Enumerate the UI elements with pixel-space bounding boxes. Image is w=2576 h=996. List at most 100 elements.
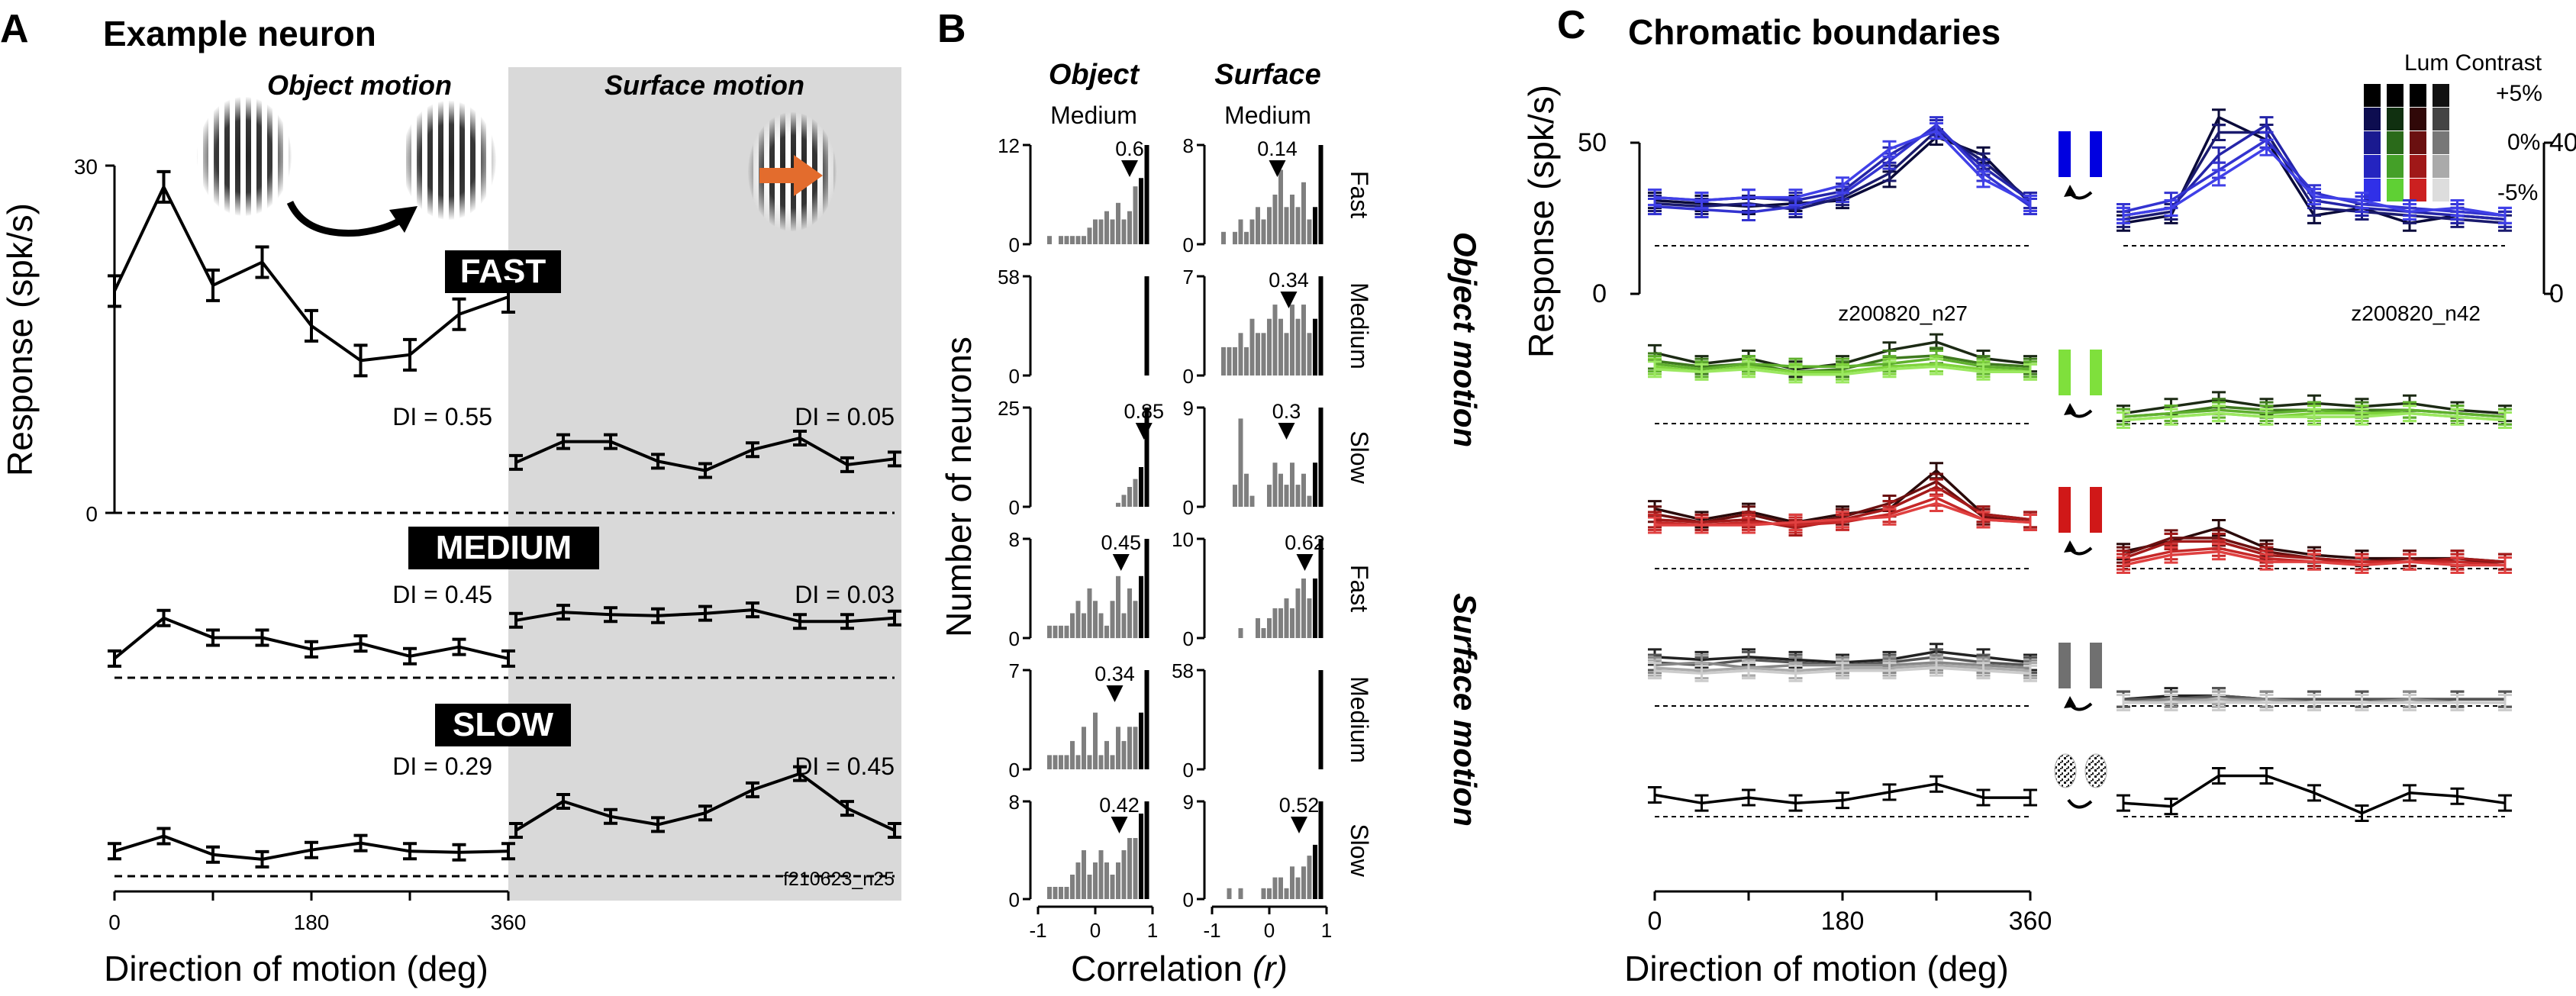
c-z200820_n27-blue-errbar-4: [1742, 189, 1755, 207]
hist-3-bar: [1249, 318, 1255, 376]
medium-di-object: DI = 0.45: [392, 581, 492, 608]
slow-object-errbar: [305, 840, 318, 859]
hist-9-ymax-label: 58: [1172, 659, 1194, 682]
fast-object-errbar: [403, 337, 417, 372]
hist-0-bar: [1110, 219, 1115, 244]
c-z200820_n42-red-errbar-4: [2307, 553, 2321, 571]
panel-b-histograms: 12 0 0.6 8 0 0.14 Fast 58 0 7 0 0.34 Medium 25 0 0.85 9 0…: [998, 134, 1373, 942]
hist-8-median-marker: [1106, 685, 1124, 702]
c-z200820_n42-pattern-errbar-0: [2212, 767, 2226, 785]
fast-object-errbar: [108, 274, 121, 308]
hist-6-median-label: 0.45: [1101, 531, 1141, 554]
hist-0-ymax-label: 12: [998, 134, 1020, 157]
hist-0-bar: [1059, 236, 1063, 244]
medium-surface-errbar: [556, 604, 570, 621]
c-z200820_n42-gray-errbar-4: [2117, 694, 2130, 712]
hist-10-bar: [1121, 850, 1127, 899]
hist-1-ymax-label: 8: [1183, 134, 1194, 157]
c-z200820_n27-pattern-errbar-0: [2023, 788, 2037, 807]
hist-7-ymax-label: 10: [1172, 528, 1194, 551]
hist-0-bar: [1070, 236, 1075, 244]
c-z200820_n27-gray-errbar-4: [1882, 662, 1897, 680]
hist-6-bar: [1059, 625, 1063, 639]
legend-swatch: [2364, 108, 2381, 131]
hist-0-bar: [1047, 236, 1052, 244]
panel-a-neuron-id: f210623_n25: [783, 869, 895, 890]
hist-0-bar: [1121, 219, 1127, 244]
hist-11-bar: [1318, 801, 1323, 899]
c-z200820_n42-gray-errbar-4: [2307, 694, 2321, 712]
hist-1-bar: [1278, 169, 1283, 244]
hist-1-bar: [1249, 219, 1255, 244]
hist-10-y0-label: 0: [1009, 888, 1020, 911]
hist-7-bar: [1272, 608, 1278, 638]
c-z200820_n27-blue-errbar-4: [1836, 176, 1849, 195]
hist-5-median-label: 0.3: [1272, 400, 1301, 423]
c-z200820_n27-blue-errbar-4: [1694, 192, 1709, 210]
c-z200820_n27-pattern-errbar-0: [1788, 794, 1803, 812]
fast-label: FAST: [460, 253, 546, 290]
hist-11-row-label: Slow: [1346, 824, 1373, 877]
hist-3-bar: [1272, 305, 1278, 376]
hist-1-bar: [1221, 231, 1226, 245]
hist-4-bar: [1139, 467, 1143, 507]
hist-11-bar: [1267, 888, 1272, 899]
panel-c-plots: [1648, 108, 2512, 823]
medium-surface-errbar: [651, 607, 665, 624]
hist-8-bar: [1059, 755, 1063, 769]
legend-title: Lum Contrast: [2404, 50, 2542, 76]
medium-object-errbar: [353, 634, 368, 653]
hist-10-xtick-label: 1: [1147, 919, 1158, 942]
hist-10-bar: [1047, 887, 1052, 899]
fast-object-errbar: [206, 268, 220, 302]
legend-swatch: [2410, 155, 2426, 178]
panel-c-xtick-label-180: 180: [1821, 907, 1865, 936]
panel-a: A Example neuron Object motion Surface m…: [0, 7, 901, 988]
hist-7-median-label: 0.62: [1285, 531, 1325, 554]
panel-a-xtick-label-0: 0: [108, 911, 121, 934]
panel-b: B Object Surface Medium Medium Number of…: [937, 7, 1483, 988]
hist-1-bar: [1295, 207, 1301, 245]
hist-7-bar: [1307, 598, 1312, 638]
hist-3-bar: [1238, 333, 1243, 376]
hist-8-bar: [1093, 712, 1098, 769]
panel-c-xlabel: Direction of motion (deg): [1624, 949, 2009, 988]
hist-10-bar: [1059, 887, 1063, 899]
c-z200820_n27-green-errbar-4: [1694, 363, 1709, 381]
hist-11-median-marker: [1291, 817, 1307, 833]
c-z200820_n42-pattern-errbar-0: [2117, 794, 2130, 812]
panel-c-ylabel: Response (spk/s): [1521, 85, 1561, 358]
hist-10-bar: [1098, 850, 1104, 899]
hist-5-median-marker: [1278, 423, 1295, 440]
boundary-icon-right-bar: [2090, 131, 2102, 177]
hist-6-median-marker: [1112, 554, 1130, 571]
orange-arrow-icon: [759, 155, 823, 196]
hist-4-median-label: 0.85: [1124, 400, 1164, 423]
hist-3-bar: [1233, 347, 1237, 376]
hist-11-xtick-label: 0: [1264, 919, 1275, 942]
panel-c-xtick-label-360: 360: [2009, 907, 2052, 936]
hist-11-xtick-label: -1: [1203, 919, 1220, 942]
slow-object-errbar: [452, 843, 466, 862]
hist-10-bar: [1104, 862, 1109, 899]
legend-swatch: [2387, 179, 2404, 201]
hist-3-bar: [1313, 318, 1317, 376]
hist-2-y0-label: 0: [1009, 365, 1020, 388]
hist-8-bar: [1075, 755, 1081, 769]
hist-4-median-marker: [1135, 423, 1153, 440]
c-z200820_n27-gray-errbar-4: [1694, 664, 1709, 682]
fast-surface-errbar: [509, 453, 523, 471]
hist-8-bar: [1116, 727, 1120, 769]
hist-6-bar: [1116, 575, 1120, 639]
hist-6-bar: [1127, 588, 1132, 638]
hist-11-median-label: 0.52: [1279, 794, 1320, 817]
slow-object-errbar: [255, 849, 269, 869]
panel-b-letter: B: [937, 7, 966, 51]
c-z200820_n42-pattern-errbar-0: [2403, 784, 2416, 802]
fast-object-errbar: [156, 169, 171, 204]
hist-3-bar: [1295, 318, 1301, 376]
hist-7-y0-label: 0: [1183, 627, 1194, 650]
hist-8-bar: [1070, 740, 1075, 769]
panel-c-right-ytick-label-40: 40: [2549, 128, 2576, 157]
hist-8-bar: [1104, 740, 1109, 769]
